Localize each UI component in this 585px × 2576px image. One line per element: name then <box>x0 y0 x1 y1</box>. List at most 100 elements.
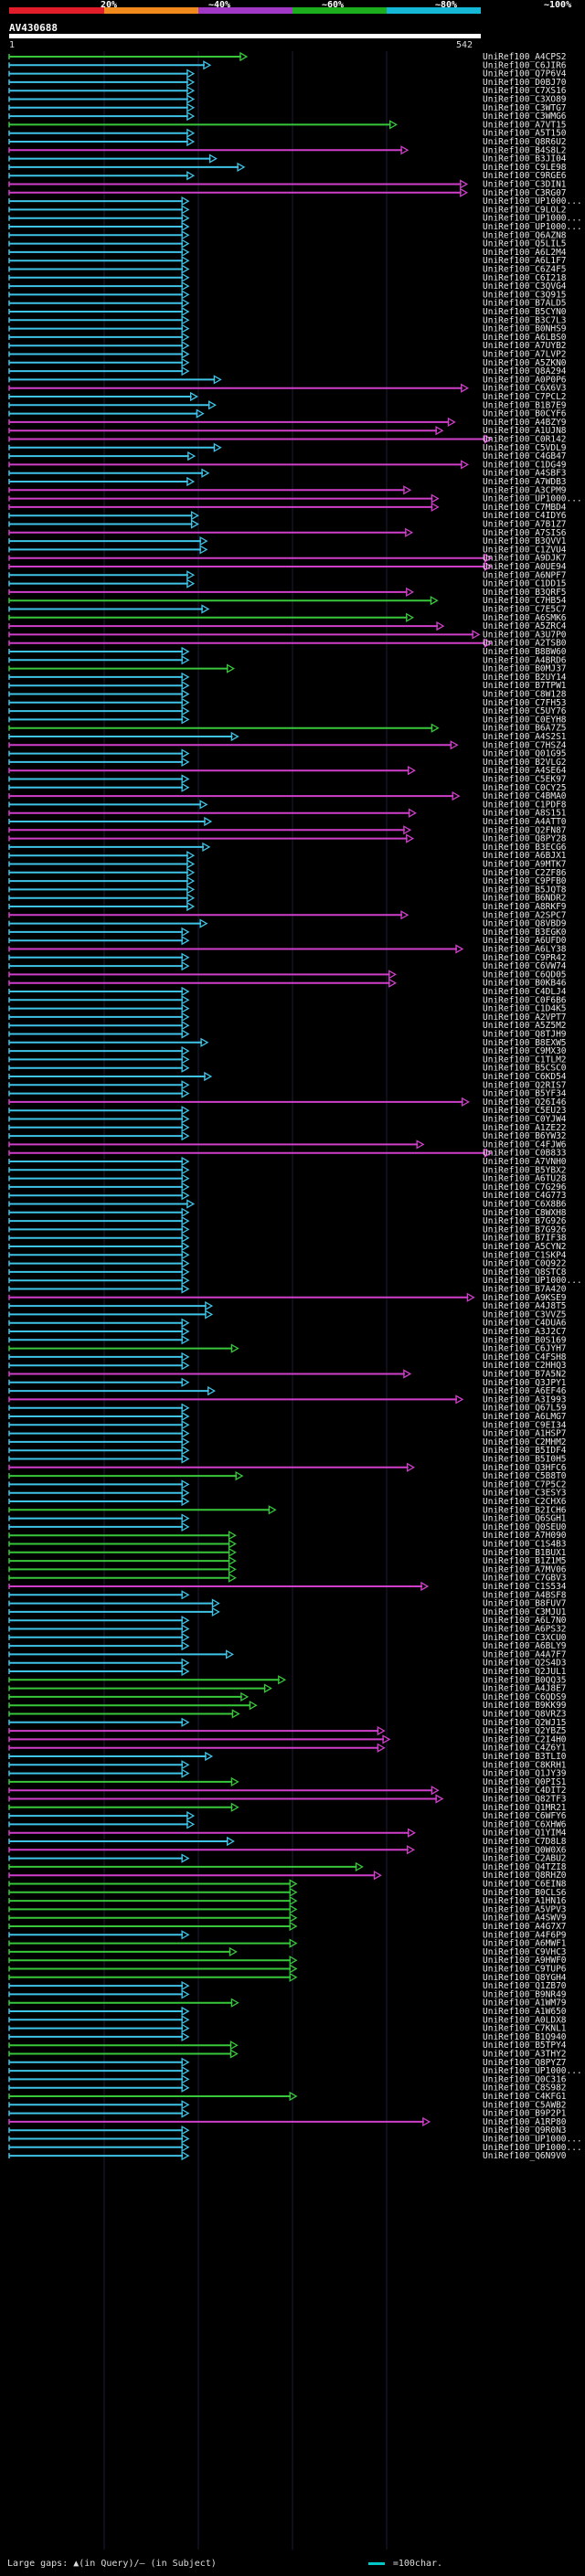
hit-label: UniRef100_A4F6P9 <box>483 1930 567 1940</box>
hit-label: UniRef100_Q82TF3 <box>483 1795 567 1805</box>
hit-label: UniRef100_C7D8L8 <box>483 1837 567 1847</box>
hit-arrow <box>181 1114 190 1124</box>
hit-row: UniRef100_B2ICH6 <box>8 1505 567 1515</box>
hit-label: UniRef100_C6JYH7 <box>483 1344 567 1354</box>
hit-arrow <box>181 986 190 997</box>
hit-label: UniRef100_C4DIT2 <box>483 1786 567 1796</box>
hit-row: UniRef100_C7D8L8 <box>8 1836 567 1847</box>
hit-row: UniRef100_C0F6B6 <box>8 995 567 1005</box>
hit-row: UniRef100_C3MJU1 <box>8 1606 567 1617</box>
hit-arrow <box>181 1318 190 1328</box>
hit-label: UniRef100_B6YW32 <box>483 1131 567 1141</box>
hit-arrow <box>186 86 196 96</box>
hit-label: UniRef100_C1D4K5 <box>483 1004 567 1014</box>
hit-label: UniRef100_A5Z5M2 <box>483 1021 567 1031</box>
hit-label: UniRef100_C0EYH8 <box>483 715 567 725</box>
hit-row: UniRef100_A4A7F7 <box>8 1649 567 1659</box>
hit-label: UniRef100_A6EF46 <box>483 1386 567 1396</box>
hit-arrow <box>289 1956 298 1966</box>
hit-arrow <box>181 1055 190 1065</box>
hit-row: UniRef100_Q67L59 <box>8 1403 567 1414</box>
hit-label: UniRef100_C1ZVU4 <box>483 545 567 555</box>
hit-label: UniRef100_C6XHW6 <box>483 1819 567 1829</box>
hit-label: UniRef100_A6L2M4 <box>483 248 567 258</box>
hit-row: UniRef100_UP1000... <box>8 1276 582 1286</box>
hit-arrow <box>181 239 190 249</box>
hit-label: UniRef100_C2I4H0 <box>483 1734 567 1744</box>
hit-row: UniRef100_Q8R6U2 <box>8 136 567 147</box>
hit-row: UniRef100_A4J8T5 <box>8 1300 567 1311</box>
hit-arrow <box>181 1361 190 1371</box>
hit-label: UniRef100_Q8STC8 <box>483 1267 567 1277</box>
hit-row: UniRef100_Q9R0N3 <box>8 2125 567 2136</box>
hit-label: UniRef100_Q6N9V0 <box>483 2151 567 2161</box>
hit-row: UniRef100_C7KNL1 <box>8 2023 567 2034</box>
hit-row: UniRef100_B0MJ37 <box>8 663 567 674</box>
hit-row: UniRef100_C6X8B6 <box>8 1199 567 1210</box>
hit-arrow <box>181 1130 190 1141</box>
hit-label: UniRef100_A2TSB0 <box>483 639 567 649</box>
hit-row: UniRef100_A1RP80 <box>8 2116 567 2127</box>
hit-row: UniRef100_A5Z5M2 <box>8 1021 567 1031</box>
hit-label: UniRef100_C3XCU0 <box>483 1633 567 1643</box>
hit-row: UniRef100_B7A420 <box>8 1284 567 1295</box>
hit-arrow <box>228 1555 237 1566</box>
hit-arrow <box>186 901 196 912</box>
hit-label: UniRef100_Q4TZI8 <box>483 1862 567 1872</box>
hit-label: UniRef100_A7UYB2 <box>483 341 567 351</box>
hit-label: UniRef100_B3QRF5 <box>483 588 567 598</box>
hit-arrow <box>181 2015 190 2025</box>
hit-label: UniRef100_A7B1Z7 <box>483 520 567 530</box>
hit-arrow <box>181 230 190 240</box>
hit-label: UniRef100_Q2S4D3 <box>483 1659 567 1669</box>
hit-arrow <box>181 1021 190 1031</box>
hit-arrow <box>181 247 190 258</box>
hit-arrow <box>181 2134 190 2144</box>
hit-row: UniRef100_A6MWF1 <box>8 1938 567 1949</box>
hit-row: UniRef100_C2I4H0 <box>8 1734 567 1744</box>
hit-arrow <box>181 1624 190 1634</box>
hit-label: UniRef100_C4FSH8 <box>483 1352 567 1362</box>
hit-arrow <box>181 2125 190 2136</box>
hit-arrow <box>181 298 190 308</box>
hit-arrow <box>181 1326 190 1337</box>
hit-label: UniRef100_UP1000... <box>483 196 582 207</box>
hit-row: UniRef100_A5VPV3 <box>8 1904 567 1914</box>
footer-legend: Large gaps: ▲(in Query)/— (in Subject) =… <box>7 2559 442 2569</box>
hit-row: UniRef100_B5CSC0 <box>8 1063 567 1074</box>
hit-arrow <box>189 391 198 402</box>
hit-arrow <box>186 570 196 580</box>
hit-row: UniRef100_C9LE98 <box>8 162 567 173</box>
hit-label: UniRef100_B1B7E9 <box>483 400 567 410</box>
hit-row: UniRef100_C9VHC3 <box>8 1946 567 1957</box>
hit-row: UniRef100_B3JI04 <box>8 154 567 164</box>
hit-label: UniRef100_C8W128 <box>483 690 567 700</box>
hit-arrow <box>229 2049 239 2059</box>
hit-row: UniRef100_Q6N9V0 <box>8 2150 567 2161</box>
hit-arrow <box>289 2091 298 2102</box>
hit-row: UniRef100_B6YW32 <box>8 1130 567 1141</box>
hit-label: UniRef100_A4J8E7 <box>483 1684 567 1694</box>
hit-arrow <box>377 1743 386 1753</box>
hit-label: UniRef100_A5ZRC4 <box>483 621 567 631</box>
hit-arrow <box>181 1122 190 1132</box>
hit-label: UniRef100_B6NDR2 <box>483 894 567 904</box>
hit-label: UniRef100_C7G296 <box>483 1182 567 1193</box>
hit-row: UniRef100_Q0W0X6 <box>8 1845 567 1855</box>
hit-row: UniRef100_A4SBF3 <box>8 468 567 479</box>
hit-arrow <box>190 519 199 529</box>
hit-arrow <box>181 1241 190 1252</box>
hit-arrow <box>181 196 190 207</box>
hit-arrow <box>181 1063 190 1073</box>
hit-arrow <box>268 1505 277 1515</box>
hit-label: UniRef100_C3XO89 <box>483 95 567 105</box>
hit-row: UniRef100_B3ECG6 <box>8 842 567 853</box>
hit-arrow <box>181 2083 190 2093</box>
hit-row: UniRef100_C5UY76 <box>8 705 567 716</box>
hit-row: UniRef100_A4F6P9 <box>8 1930 567 1940</box>
hit-arrow <box>408 808 417 818</box>
hit-row: UniRef100_Q1ZB70 <box>8 1980 567 1991</box>
hit-row: UniRef100_A2SPC7 <box>8 910 567 920</box>
hit-arrow <box>181 1377 190 1387</box>
hit-row: UniRef100_B4S8L2 <box>8 145 567 155</box>
